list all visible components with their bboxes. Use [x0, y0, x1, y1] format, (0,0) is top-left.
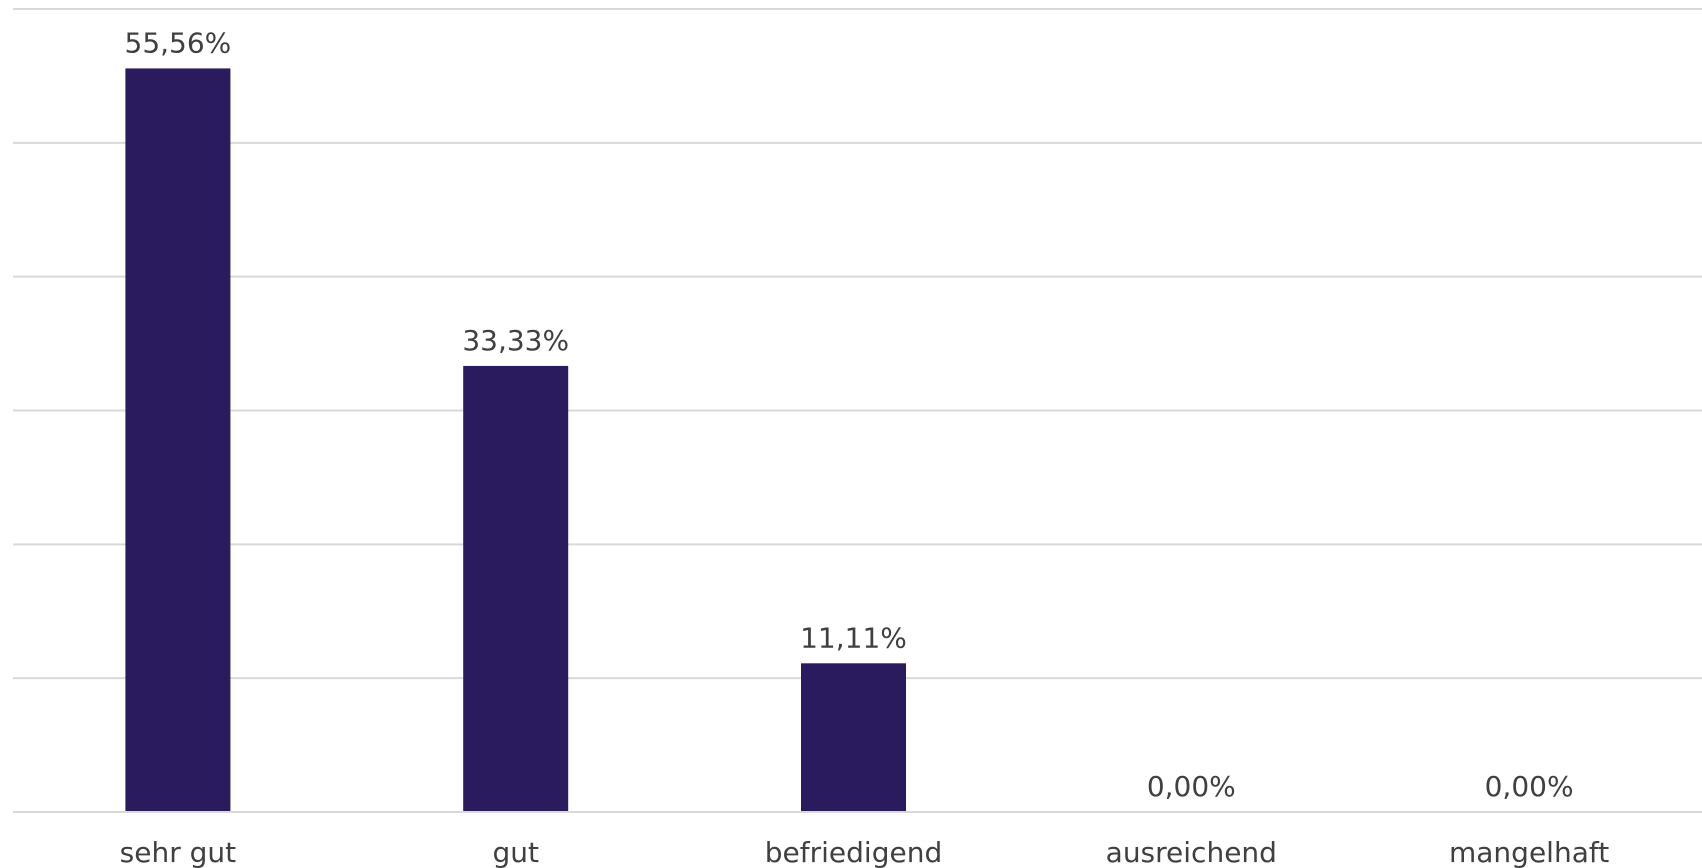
data-labels: 55,56% 33,33% 11,11% 0,00% 0,00% [125, 26, 1574, 803]
bar-gut [463, 365, 569, 812]
data-label: 11,11% [800, 621, 907, 654]
x-axis: sehr gut gut befriedigend ausreichend mangel… [13, 811, 1702, 868]
x-tick-label: gut [492, 836, 539, 868]
bars [125, 68, 906, 812]
data-label: 55,56% [125, 26, 232, 59]
gridlines [13, 8, 1702, 680]
data-label: 0,00% [1485, 770, 1574, 803]
x-tick-label: befriedigend [765, 836, 942, 868]
x-tick-label: ausreichend [1106, 836, 1277, 868]
x-tick-label: sehr gut [120, 836, 236, 868]
data-label: 0,00% [1147, 770, 1236, 803]
x-tick-label: mangelhaft [1449, 836, 1609, 868]
data-label: 33,33% [462, 324, 569, 357]
bar-sehr-gut [125, 68, 231, 812]
bar-befriedigend [801, 663, 906, 812]
